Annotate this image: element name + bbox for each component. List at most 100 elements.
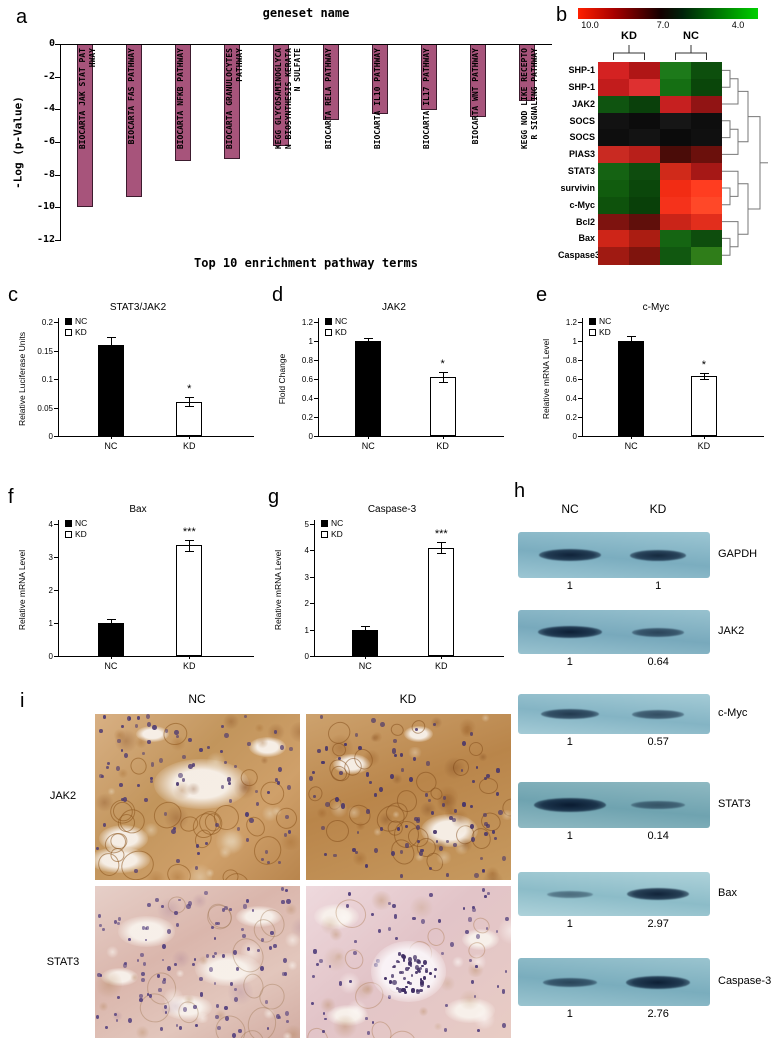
heatmap-cell xyxy=(598,129,629,147)
tissue-nucleus xyxy=(443,1028,448,1033)
heatmap-row-label: JAK2 xyxy=(571,98,595,109)
heatmap-cell xyxy=(598,112,629,130)
tissue-nucleus xyxy=(221,953,226,958)
tissue-nucleus xyxy=(449,816,453,821)
y-tick-label: -6 xyxy=(42,136,55,147)
tissue-nucleus xyxy=(446,839,450,844)
tissue-nucleus xyxy=(328,965,332,968)
y-tick xyxy=(310,550,314,552)
glomerulus-nucleus xyxy=(402,954,406,959)
tissue-nucleus xyxy=(104,1025,108,1029)
glomerulus-nucleus xyxy=(397,987,402,993)
x-axis-line xyxy=(582,436,764,437)
error-cap xyxy=(364,343,374,345)
tissue-nucleus xyxy=(278,1015,282,1020)
x-axis-line xyxy=(58,436,254,437)
heatmap-cell xyxy=(598,78,629,97)
western-blot-strip xyxy=(518,694,710,734)
tissue-stain-blob xyxy=(410,895,434,920)
y-tick xyxy=(55,76,60,78)
error-cap xyxy=(438,372,448,374)
x-axis-line xyxy=(318,436,504,437)
heatmap-cell xyxy=(660,213,691,231)
y-tick xyxy=(54,656,58,657)
heatmap-cell xyxy=(691,78,722,97)
tissue-nucleus xyxy=(136,716,141,720)
tissue-lumen xyxy=(236,905,282,928)
tissue-nucleus xyxy=(426,761,430,766)
data-bar-kd xyxy=(428,547,455,656)
tissue-nucleus xyxy=(498,809,503,815)
tissue-cell-ring xyxy=(306,784,325,803)
y-tick-label: 0.15 xyxy=(37,346,53,356)
error-cap xyxy=(361,633,371,635)
error-cap xyxy=(699,379,709,380)
tissue-nucleus xyxy=(193,958,197,962)
bar-category-label: BIOCARTA NFKB PATHWAY xyxy=(176,48,185,150)
y-tick xyxy=(314,436,318,437)
panel-label-d: d xyxy=(272,284,284,306)
glomerulus-nucleus xyxy=(410,988,415,993)
tissue-nucleus xyxy=(149,994,153,998)
tissue-nucleus xyxy=(417,839,421,843)
glomerulus-nucleus xyxy=(409,981,413,986)
y-axis-title: Relative Luciferase Units xyxy=(17,332,27,427)
tissue-nucleus xyxy=(144,798,148,802)
heatmap-row-label: SHP-1 xyxy=(568,65,595,75)
y-tick-label: 0.05 xyxy=(37,403,53,413)
tissue-nucleus xyxy=(425,793,429,797)
tissue-nucleus xyxy=(175,1024,179,1028)
tissue-nucleus xyxy=(319,959,323,964)
tissue-stain-blob xyxy=(333,952,345,962)
tissue-nucleus xyxy=(199,992,204,997)
panel-b-heatmap: 10.0 7.0 4.0 KD NC xyxy=(558,2,775,278)
tissue-nucleus xyxy=(149,777,153,781)
error-cap xyxy=(364,338,374,340)
tissue-nucleus xyxy=(95,1015,100,1020)
tissue-nucleus xyxy=(150,779,153,783)
data-bar-kd xyxy=(690,376,717,436)
tissue-stain-blob xyxy=(499,915,511,946)
heatmap-group-kd: KD xyxy=(621,30,637,42)
significance-marker: * xyxy=(187,383,192,396)
x-tick xyxy=(703,436,705,439)
y-tick-label: 0 xyxy=(572,432,577,441)
tissue-nucleus xyxy=(231,1033,237,1038)
y-tick-label: 0.8 xyxy=(565,356,577,365)
tissue-nucleus xyxy=(393,753,397,758)
tissue-nucleus xyxy=(98,914,102,918)
tissue-nucleus xyxy=(241,928,245,932)
tissue-stain-blob xyxy=(339,971,360,996)
tissue-nucleus xyxy=(101,774,104,778)
x-tick xyxy=(368,436,370,439)
glomerulus-nucleus xyxy=(392,979,397,985)
tissue-nucleus xyxy=(121,724,124,728)
tissue-nucleus xyxy=(199,747,204,753)
error-cap xyxy=(627,345,637,347)
tissue-stain-blob xyxy=(95,793,115,813)
panel-label-h: h xyxy=(514,480,526,502)
tissue-nucleus xyxy=(416,819,420,824)
tissue-stain-blob xyxy=(449,808,470,829)
heatmap-row-label: SOCS xyxy=(569,115,595,126)
tissue-nucleus xyxy=(333,853,337,858)
tissue-nucleus xyxy=(97,972,101,978)
tissue-nucleus xyxy=(195,866,199,870)
y-tick-label: 0.2 xyxy=(301,413,313,422)
tissue-cell-ring xyxy=(127,755,150,777)
x-category-label: NC xyxy=(624,441,638,451)
tissue-nucleus xyxy=(374,793,378,797)
error-cap xyxy=(106,626,116,628)
tissue-nucleus xyxy=(399,752,403,757)
tissue-nucleus xyxy=(140,972,145,977)
tissue-nucleus xyxy=(325,801,330,807)
tissue-nucleus xyxy=(224,1006,228,1011)
tissue-nucleus xyxy=(139,997,144,1003)
y-tick xyxy=(578,436,582,437)
tissue-nucleus xyxy=(137,783,141,787)
tissue-nucleus xyxy=(351,847,356,853)
panel-h-western-blots: NC KD 1 1 GAPDH 1 0.64 JAK2 1 0.57 c-Myc 1 0.14 STA… xyxy=(516,482,775,1042)
chart-title: JAK2 xyxy=(382,302,406,313)
glomerulus-nucleus xyxy=(412,954,418,960)
blot-quantification: 1 xyxy=(566,1008,573,1020)
